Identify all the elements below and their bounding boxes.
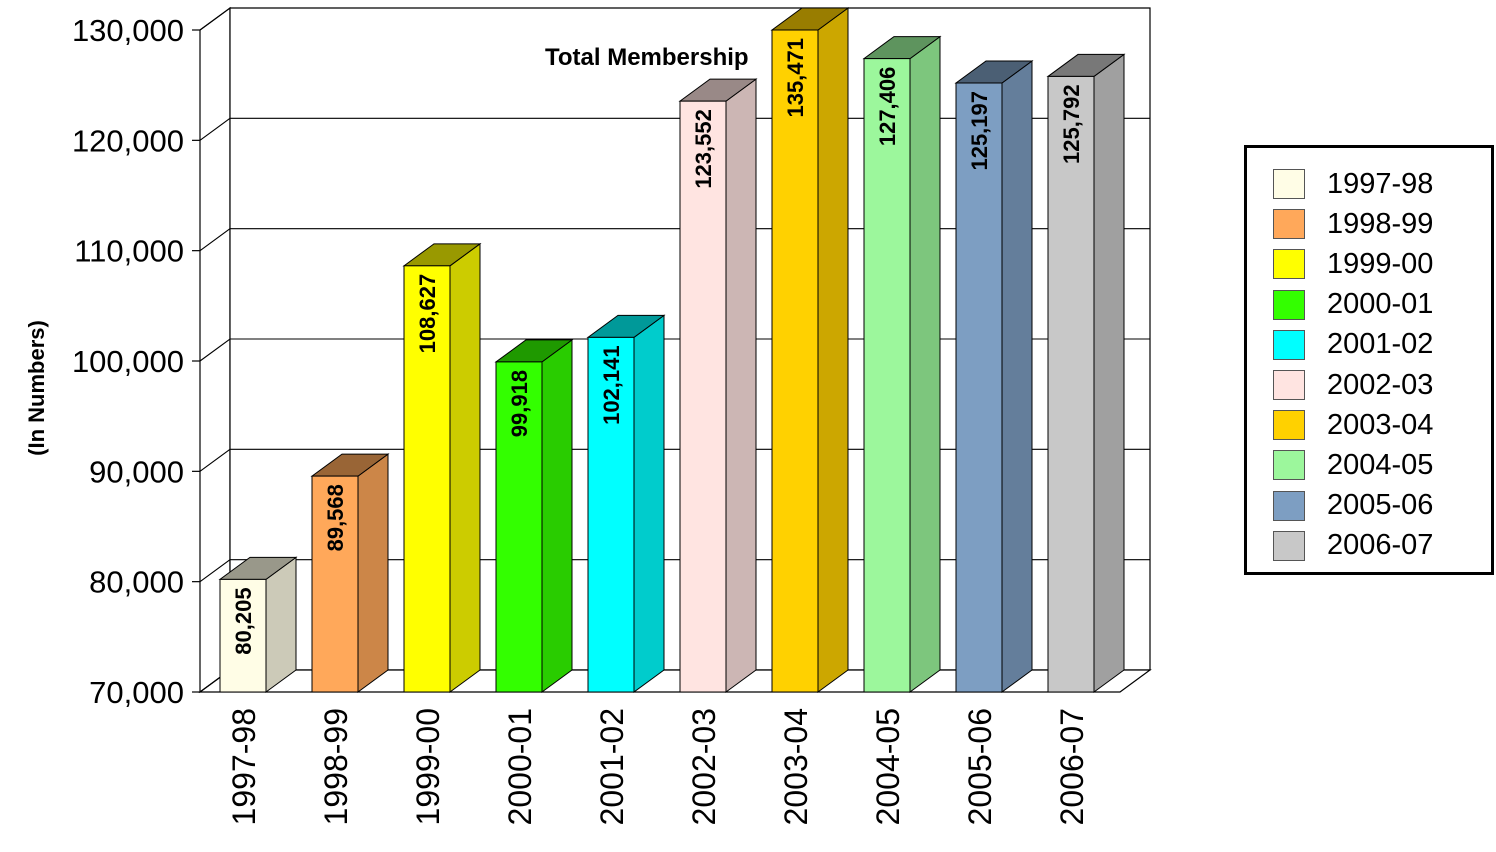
bar-front	[679, 100, 727, 693]
data-label: 80,205	[231, 587, 256, 654]
legend-label: 2003-04	[1327, 408, 1434, 441]
legend-swatch	[1273, 329, 1305, 360]
bar-front	[587, 336, 635, 693]
bar-side	[725, 78, 757, 693]
legend-item: 2004-05	[1247, 445, 1491, 485]
y-tick-label: 130,000	[72, 13, 184, 48]
data-label: 108,627	[415, 274, 440, 354]
legend-item: 2003-04	[1247, 405, 1491, 445]
legend-label: 1998-99	[1327, 207, 1434, 240]
bar-front	[771, 29, 819, 693]
legend: 1997-98 1998-99 1999-00 2000-01 2001-02 2002-…	[1244, 145, 1494, 575]
bar-front	[495, 361, 543, 693]
bar-front	[863, 58, 911, 693]
bar-side	[1093, 53, 1125, 693]
legend-item: 1998-99	[1247, 204, 1491, 244]
x-tick-label: 1998-99	[318, 708, 354, 825]
bar-side	[265, 556, 297, 693]
legend-item: 2005-06	[1247, 486, 1491, 526]
bars: 80,205 89,568 108,627 99,918 102,141 123,552 1…	[218, 7, 1126, 693]
legend-item: 1997-98	[1247, 164, 1491, 204]
bar-1999-00: 108,627	[402, 242, 482, 693]
data-label: 127,406	[875, 67, 900, 147]
legend-label: 2005-06	[1327, 489, 1434, 522]
y-tick-label: 80,000	[89, 565, 184, 600]
data-label: 102,141	[599, 345, 624, 425]
bar-side	[909, 35, 941, 693]
bar-front	[219, 578, 267, 693]
x-tick-label: 1997-98	[226, 708, 262, 825]
data-label: 99,918	[507, 370, 532, 437]
legend-swatch	[1273, 370, 1305, 401]
legend-swatch	[1273, 209, 1305, 240]
bar-side	[449, 242, 481, 693]
bar-2001-02: 102,141	[586, 314, 666, 693]
bar-1997-98: 80,205	[218, 556, 298, 693]
bar-2004-05: 127,406	[862, 35, 942, 693]
bar-front	[955, 82, 1003, 693]
legend-swatch	[1273, 490, 1305, 521]
bar-side	[633, 314, 665, 693]
legend-label: 2001-02	[1327, 328, 1434, 361]
x-tick-label: 2002-03	[686, 708, 722, 825]
x-tick-label: 2004-05	[870, 708, 906, 825]
legend-item: 2000-01	[1247, 285, 1491, 325]
bar-side	[541, 338, 573, 693]
legend-item: 2001-02	[1247, 325, 1491, 365]
bar-side	[1001, 60, 1033, 693]
legend-swatch	[1273, 450, 1305, 481]
legend-swatch	[1273, 289, 1305, 320]
x-tick-label: 2000-01	[502, 708, 538, 825]
bar-front	[403, 265, 451, 693]
bar-2003-04: 135,471	[770, 7, 850, 693]
legend-label: 1999-00	[1327, 247, 1434, 280]
y-tick-label: 110,000	[74, 234, 184, 269]
legend-swatch	[1273, 530, 1305, 561]
bar-front	[1047, 75, 1095, 693]
bar-2000-01: 99,918	[494, 338, 574, 693]
legend-label: 2004-05	[1327, 448, 1434, 481]
data-label: 125,792	[1059, 84, 1084, 164]
chart-title: Total Membership	[545, 44, 749, 71]
legend-label: 2000-01	[1327, 288, 1434, 321]
x-axis-ticks: 1997-98 1998-99 1999-00 2000-01 2001-02 2002-…	[226, 708, 1090, 825]
legend-item: 2006-07	[1247, 526, 1491, 566]
legend-swatch	[1273, 410, 1305, 441]
y-tick-label: 70,000	[89, 675, 184, 710]
bar-2002-03: 123,552	[678, 78, 758, 693]
x-tick-label: 1999-00	[410, 708, 446, 825]
bar-side	[357, 453, 389, 693]
y-axis-label: (In Numbers)	[24, 320, 49, 456]
data-label: 125,197	[967, 91, 992, 171]
x-tick-label: 2001-02	[594, 708, 630, 825]
x-tick-label: 2003-04	[778, 708, 814, 825]
legend-label: 2002-03	[1327, 368, 1434, 401]
data-label: 123,552	[691, 109, 716, 189]
bar-2005-06: 125,197	[954, 60, 1034, 693]
y-tick-label: 120,000	[72, 123, 184, 158]
legend-label: 1997-98	[1327, 167, 1434, 200]
bar-2006-07: 125,792	[1046, 53, 1126, 693]
data-label: 89,568	[323, 484, 348, 551]
bar-1998-99: 89,568	[310, 453, 390, 693]
x-tick-label: 2006-07	[1054, 708, 1090, 825]
bar-side	[817, 7, 849, 693]
legend-item: 1999-00	[1247, 244, 1491, 284]
data-label: 135,471	[783, 38, 808, 118]
y-axis-ticks: 70,000 80,000 90,000 100,000 110,000 120,000 1…	[72, 13, 184, 710]
bar-front	[311, 475, 359, 693]
y-tick-label: 90,000	[89, 454, 184, 489]
x-tick-label: 2005-06	[962, 708, 998, 825]
y-tick-label: 100,000	[72, 344, 184, 379]
legend-label: 2006-07	[1327, 529, 1434, 562]
legend-swatch	[1273, 249, 1305, 280]
legend-swatch	[1273, 169, 1305, 200]
legend-item: 2002-03	[1247, 365, 1491, 405]
